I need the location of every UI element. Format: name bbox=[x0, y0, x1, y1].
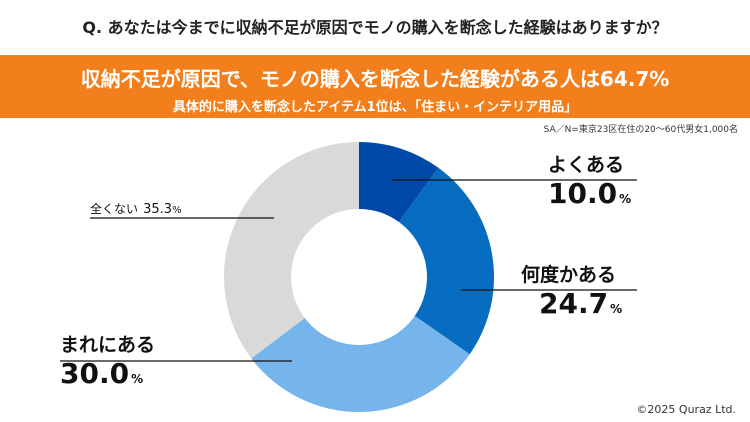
headline-band: 収納不足が原因で、モノの購入を断念した経験がある人は64.7% 具体的に購入を断… bbox=[0, 55, 750, 118]
question: Q. あなたは今までに収納不足が原因でモノの購入を断念した経験はありますか？ bbox=[82, 18, 668, 37]
donut-slice-3 bbox=[224, 142, 359, 359]
sample-note: SA／N=東京23区在住の20～60代男女1,000名 bbox=[543, 125, 738, 135]
label-sometimes: 何度かある 24.7% bbox=[521, 260, 622, 320]
unit: % bbox=[610, 302, 623, 316]
subline: 具体的に購入を断念したアイテム1位は、「住まい・インテリア用品」 bbox=[172, 100, 578, 115]
unit: % bbox=[172, 205, 182, 216]
label-often: よくある 10.0% bbox=[548, 150, 631, 210]
unit: % bbox=[619, 192, 632, 206]
donut-slice-0 bbox=[359, 142, 439, 222]
category-label: まれにある bbox=[60, 334, 156, 356]
category-label: 全くない bbox=[90, 202, 139, 216]
donut-slice-2 bbox=[251, 315, 470, 412]
donut-slice-1 bbox=[398, 167, 495, 355]
category-label: 何度かある bbox=[521, 264, 617, 286]
label-rarely: まれにある 30.0% bbox=[60, 330, 155, 390]
value-label: 24.7 bbox=[539, 287, 609, 320]
value-label: 30.0 bbox=[60, 357, 130, 390]
unit: % bbox=[131, 372, 144, 386]
copyright: ©2025 Quraz Ltd. bbox=[636, 403, 736, 416]
value-label: 35.3 bbox=[143, 202, 173, 217]
value-label: 10.0 bbox=[548, 177, 618, 210]
headline: 収納不足が原因で、モノの購入を断念した経験がある人は64.7% bbox=[80, 67, 670, 91]
category-label: よくある bbox=[548, 154, 625, 176]
label-never: 全くない 35.3% bbox=[90, 198, 182, 217]
